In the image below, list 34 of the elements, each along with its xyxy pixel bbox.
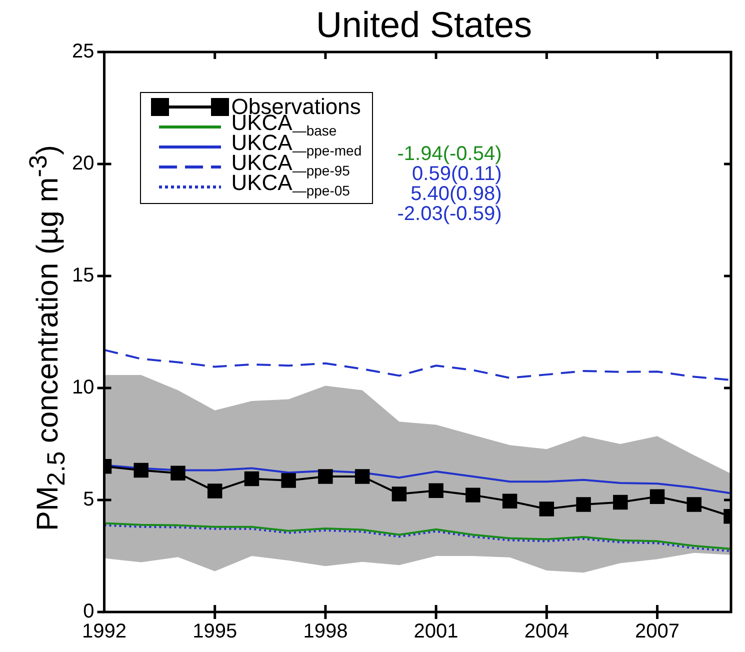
- point: [650, 489, 665, 504]
- y-tick-label: 15: [72, 264, 94, 287]
- point: [318, 469, 333, 484]
- x-tick-label: 2001: [414, 620, 458, 643]
- y-tick-label: 0: [83, 600, 94, 623]
- x-tick-label: 1998: [303, 620, 348, 643]
- point: [354, 469, 370, 484]
- chart-title: United States: [314, 4, 534, 46]
- point: [134, 462, 148, 478]
- point: [576, 497, 591, 512]
- x-tick-label: 2007: [635, 620, 680, 643]
- point: [686, 497, 702, 512]
- point: [502, 494, 518, 508]
- point: [539, 502, 554, 516]
- y-tick-label: 10: [72, 376, 94, 399]
- point: [428, 483, 444, 498]
- y-tick-label: 5: [83, 488, 94, 511]
- point: [466, 488, 480, 502]
- point: [392, 486, 407, 502]
- y-tick-label: 25: [72, 40, 94, 63]
- annotation: 5.40(0.98): [410, 183, 502, 205]
- point: [613, 494, 628, 510]
- annotation: 0.59(0.11): [412, 163, 502, 185]
- x-tick-label: 2004: [524, 620, 569, 643]
- x-tick-label: 1995: [192, 620, 238, 643]
- point: [281, 473, 296, 488]
- point: [207, 484, 222, 498]
- annotation: -2.03(-0.59): [397, 203, 502, 225]
- x-tick-label: 1992: [82, 620, 126, 643]
- point: [244, 471, 260, 486]
- point: [170, 466, 186, 480]
- y-tick-label: 20: [72, 152, 94, 175]
- annotation: -1.94(-0.54): [397, 143, 502, 165]
- line-series: [104, 348, 731, 381]
